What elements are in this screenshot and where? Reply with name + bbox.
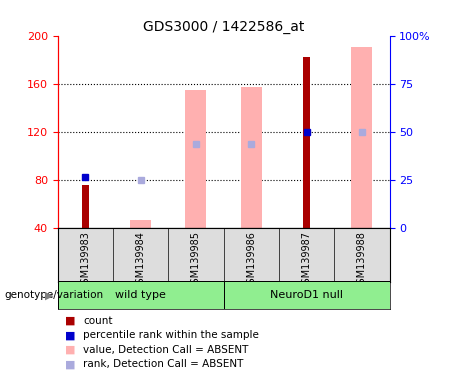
- Bar: [224, 281, 390, 309]
- Bar: [185, 91, 207, 228]
- Text: ■: ■: [65, 359, 75, 369]
- Text: wild type: wild type: [115, 290, 166, 300]
- Text: genotype/variation: genotype/variation: [5, 290, 104, 300]
- Bar: [351, 47, 372, 228]
- Bar: [130, 220, 151, 228]
- Text: GSM139986: GSM139986: [246, 231, 256, 290]
- Text: GSM139984: GSM139984: [136, 231, 146, 290]
- Text: ■: ■: [65, 345, 75, 355]
- Text: ▶: ▶: [45, 290, 53, 300]
- Text: GSM139987: GSM139987: [301, 231, 312, 290]
- Text: ■: ■: [65, 316, 75, 326]
- Bar: [82, 185, 89, 228]
- Text: GSM139983: GSM139983: [80, 231, 90, 290]
- Text: GSM139985: GSM139985: [191, 231, 201, 290]
- Text: rank, Detection Call = ABSENT: rank, Detection Call = ABSENT: [83, 359, 243, 369]
- Text: value, Detection Call = ABSENT: value, Detection Call = ABSENT: [83, 345, 248, 355]
- Text: ■: ■: [65, 330, 75, 340]
- Text: percentile rank within the sample: percentile rank within the sample: [83, 330, 259, 340]
- Title: GDS3000 / 1422586_at: GDS3000 / 1422586_at: [143, 20, 304, 34]
- Text: NeuroD1 null: NeuroD1 null: [270, 290, 343, 300]
- Text: GSM139988: GSM139988: [357, 231, 367, 290]
- Text: count: count: [83, 316, 112, 326]
- Bar: [241, 87, 262, 228]
- Bar: [58, 281, 224, 309]
- Bar: [303, 57, 310, 228]
